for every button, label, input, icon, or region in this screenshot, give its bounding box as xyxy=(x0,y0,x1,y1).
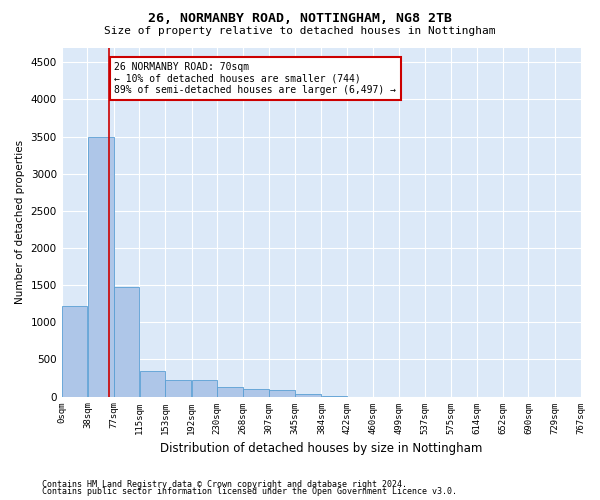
Y-axis label: Number of detached properties: Number of detached properties xyxy=(15,140,25,304)
X-axis label: Distribution of detached houses by size in Nottingham: Distribution of detached houses by size … xyxy=(160,442,482,455)
Bar xyxy=(269,390,295,396)
Text: 26 NORMANBY ROAD: 70sqm
← 10% of detached houses are smaller (744)
89% of semi-d: 26 NORMANBY ROAD: 70sqm ← 10% of detache… xyxy=(115,62,397,96)
Bar xyxy=(140,370,165,396)
Text: 26, NORMANBY ROAD, NOTTINGHAM, NG8 2TB: 26, NORMANBY ROAD, NOTTINGHAM, NG8 2TB xyxy=(148,12,452,26)
Bar xyxy=(165,380,191,396)
Bar xyxy=(114,288,139,397)
Text: Size of property relative to detached houses in Nottingham: Size of property relative to detached ho… xyxy=(104,26,496,36)
Text: Contains HM Land Registry data © Crown copyright and database right 2024.: Contains HM Land Registry data © Crown c… xyxy=(42,480,407,489)
Text: Contains public sector information licensed under the Open Government Licence v3: Contains public sector information licen… xyxy=(42,487,457,496)
Bar xyxy=(62,306,87,396)
Bar xyxy=(191,380,217,396)
Bar xyxy=(88,136,113,396)
Bar xyxy=(295,394,321,396)
Bar xyxy=(217,387,243,396)
Bar xyxy=(243,389,269,396)
